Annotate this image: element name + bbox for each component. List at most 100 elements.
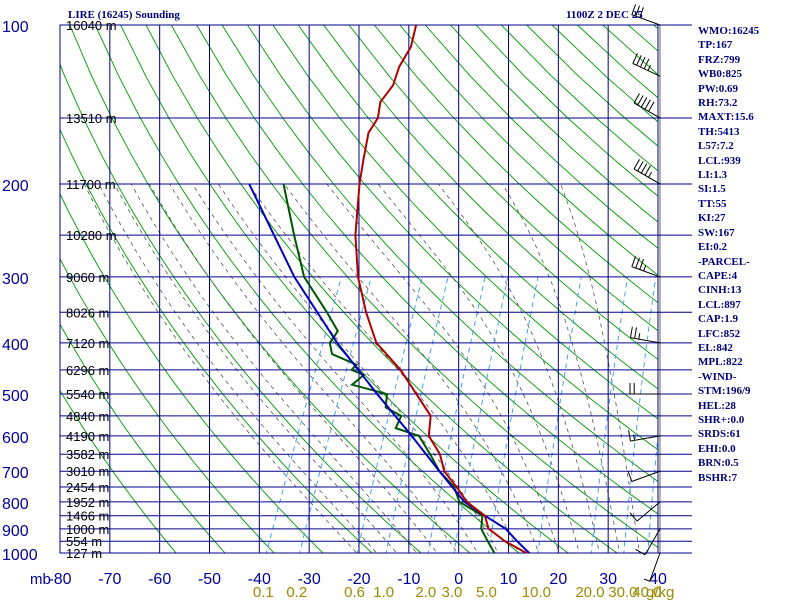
dry-adiabat-line	[145, 25, 618, 553]
index-line: EHI:0.0	[698, 442, 736, 455]
wind-barb	[629, 326, 661, 344]
moist-adiabat-line	[98, 183, 378, 553]
moist-adiabat-line	[437, 183, 600, 553]
mixing-ratio-lines	[265, 276, 658, 553]
mixing-ratio-line	[623, 276, 657, 553]
index-line: -PARCEL-	[698, 255, 750, 268]
wind-barb	[631, 4, 661, 26]
height-label: 4190 m	[66, 429, 109, 444]
moist-adiabat-line	[217, 183, 499, 553]
dry-adiabat-line	[323, 25, 658, 360]
temperature-label: -80	[48, 571, 71, 588]
dry-adiabat-line	[60, 389, 177, 553]
mixing-ratio-label: 20.0	[575, 584, 604, 600]
index-line: LI:1.3	[698, 169, 728, 182]
pressure-label: 800	[2, 496, 29, 513]
height-label: 8026 m	[66, 305, 109, 320]
wind-barb	[627, 470, 661, 482]
index-line: TP:167	[698, 39, 733, 52]
mixing-ratio-line	[265, 276, 342, 553]
temperature-label: -50	[198, 571, 221, 588]
index-line: BRN:0.5	[698, 457, 739, 470]
mixing-ratio-label: 2.0	[415, 584, 436, 600]
dry-adiabat-line	[374, 25, 658, 304]
height-label: 16040 m	[66, 18, 117, 33]
mixing-ratio-line	[299, 276, 372, 553]
dry-adiabat-line	[60, 128, 373, 553]
wind-barb	[633, 159, 661, 185]
height-label: 13510 m	[66, 111, 117, 126]
index-line: RH:73.2	[698, 97, 738, 110]
height-label: 2454 m	[66, 480, 109, 495]
wind-barb	[629, 383, 660, 395]
temperature-label: -40	[248, 571, 271, 588]
pressure-label: 1000	[2, 547, 38, 564]
moist-adiabat-line	[501, 183, 620, 553]
wind-barbs	[627, 4, 661, 582]
index-line: KI:27	[698, 212, 726, 225]
mixing-ratio-label: 5.0	[476, 584, 497, 600]
height-labels: 16040 m 13510 m 11700 m 10280 m 9060 m 8026 m…	[66, 18, 117, 561]
index-line: WMO:16245	[698, 25, 760, 37]
wind-barb	[628, 430, 661, 442]
dry-adiabat-line	[424, 25, 658, 249]
temperature-label: -30	[298, 571, 321, 588]
pressure-unit-label: mb	[30, 571, 51, 588]
index-line: SI:1.5	[698, 183, 726, 196]
mixing-ratio-label: 3.0	[441, 584, 462, 600]
height-label: 3010 m	[66, 464, 109, 479]
mixing-ratio-unit-label: g/kg	[646, 584, 674, 600]
index-line: HEL:28	[698, 399, 736, 412]
temperature-profile	[354, 25, 529, 553]
index-line: CAP:1.9	[698, 313, 739, 326]
index-line: -WIND-	[698, 370, 737, 383]
index-line: SRDS:61	[698, 428, 741, 441]
pressure-temperature-grid	[59, 24, 692, 554]
sounding-profiles	[248, 25, 531, 553]
temperature-label: -70	[98, 571, 121, 588]
index-line: TT:55	[698, 197, 727, 210]
mixing-ratio-line	[590, 276, 628, 553]
plot-frame	[59, 24, 659, 554]
index-line: EL:842	[698, 341, 733, 354]
temperature-label: -10	[397, 571, 420, 588]
height-label: 3582 m	[66, 447, 109, 462]
mixing-ratio-line	[453, 276, 509, 553]
moist-adiabat-line	[114, 183, 398, 553]
index-line: SW:167	[698, 226, 735, 239]
moist-adiabat-line	[149, 183, 438, 553]
dry-adiabat-line	[399, 25, 658, 276]
height-label: 11700 m	[66, 177, 116, 192]
mixing-ratio-label: 0.2	[286, 584, 307, 600]
index-line: TH:5413	[698, 125, 740, 138]
dry-adiabat-line	[60, 192, 324, 553]
dry-adiabat-line	[69, 25, 471, 553]
temperature-label: -20	[347, 571, 370, 588]
index-line: EI:0.2	[698, 241, 728, 254]
dewpoint-profile	[282, 183, 496, 553]
index-line: CINH:13	[698, 284, 742, 297]
height-label: 1000 m	[66, 522, 109, 537]
wind-barb	[629, 501, 661, 522]
height-label: 9060 m	[66, 270, 109, 285]
height-label: 7120 m	[66, 336, 109, 351]
mixing-ratio-label: 10.0	[522, 584, 551, 600]
mixing-ratio-line	[356, 276, 423, 553]
pressure-label: 600	[2, 430, 29, 447]
height-label: 1466 m	[66, 509, 109, 524]
dry-adiabat-line	[196, 25, 658, 515]
wind-barb	[635, 528, 661, 556]
mixing-ratio-line	[427, 276, 486, 553]
height-label: 10280 m	[66, 228, 117, 243]
mixing-ratio-label: 0.6	[344, 584, 365, 600]
index-line: LCL:939	[698, 154, 741, 167]
pressure-label: 200	[2, 178, 29, 195]
temperature-label: -60	[148, 571, 171, 588]
dry-adiabat-line	[60, 323, 226, 553]
dry-adiabat-line	[60, 257, 275, 553]
wind-barb	[633, 93, 661, 119]
mixing-ratio-line	[487, 276, 539, 553]
index-line: MAXT:15.6	[698, 111, 754, 124]
index-line: PW:0.69	[698, 82, 739, 95]
